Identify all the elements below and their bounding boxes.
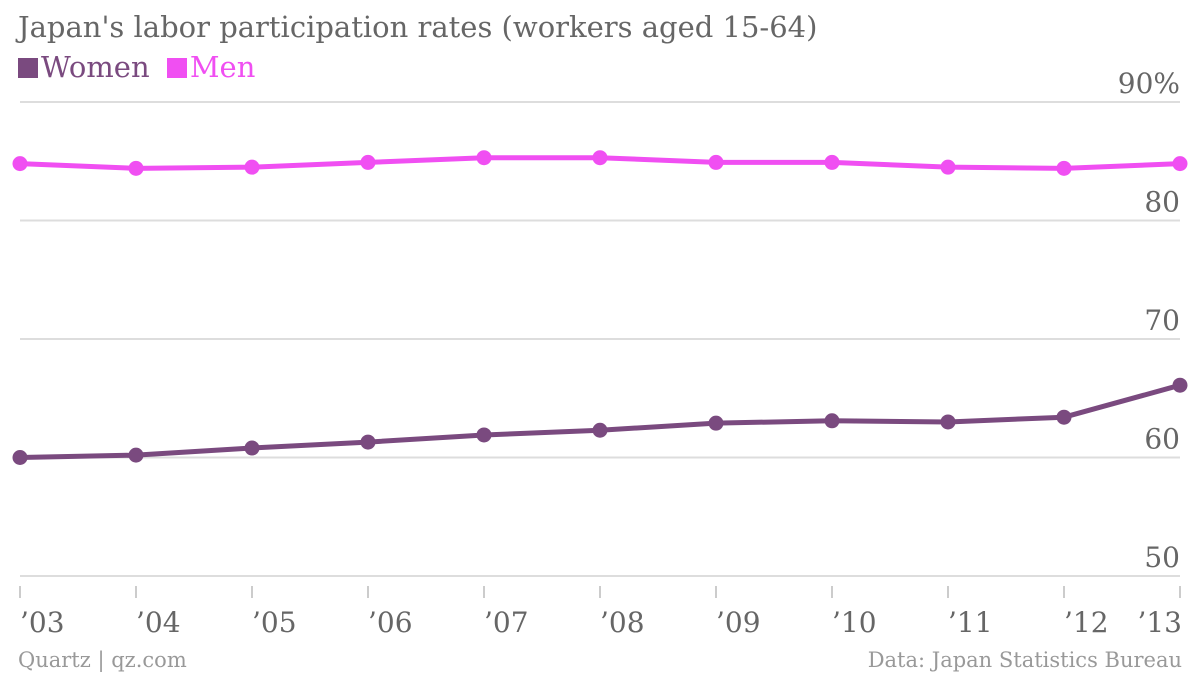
data-point-women-5 [592, 422, 608, 438]
data-point-women-9 [1056, 409, 1072, 425]
legend-label-men: Men [189, 50, 256, 84]
data-point-women-4 [476, 427, 492, 443]
data-point-men-5 [592, 150, 608, 166]
data-point-women-2 [244, 440, 260, 456]
data-point-men-6 [708, 154, 724, 170]
x-tick-label-4: ’07 [484, 606, 529, 639]
x-tick-label-6: ’09 [716, 606, 761, 639]
legend-item-men[interactable]: Men [166, 50, 256, 84]
data-point-women-3 [360, 434, 376, 450]
y-axis-ticks: 90% 80 70 60 50 [1118, 67, 1180, 574]
x-axis-ticks: ’03 ’04 ’05 ’06 ’07 ’08 ’09 ’10 ’11 ’12 ’13 [19, 586, 1182, 639]
y-tick-label-90: 90% [1118, 67, 1180, 100]
data-point-men-1 [128, 160, 144, 176]
data-point-women-6 [708, 415, 724, 431]
legend: Women Men [18, 50, 263, 84]
data-point-women-10 [1172, 377, 1188, 393]
y-tick-label-70: 70 [1144, 304, 1180, 337]
x-tick-label-2: ’05 [252, 606, 297, 639]
y-tick-label-50: 50 [1144, 541, 1180, 574]
data-point-men-4 [476, 150, 492, 166]
x-tick-label-9: ’12 [1064, 606, 1109, 639]
data-point-men-2 [244, 159, 260, 175]
y-tick-label-80: 80 [1144, 186, 1180, 219]
source-credit: Quartz | qz.com [18, 648, 187, 672]
x-tick-label-8: ’11 [948, 606, 993, 639]
x-tick-label-5: ’08 [600, 606, 645, 639]
data-point-men-8 [940, 159, 956, 175]
x-tick-label-1: ’04 [136, 606, 181, 639]
series-lines [12, 150, 1188, 465]
data-point-women-7 [824, 413, 840, 429]
gridlines [20, 101, 1180, 577]
x-tick-label-0: ’03 [20, 606, 65, 639]
data-point-men-7 [824, 154, 840, 170]
legend-item-women[interactable]: Women [18, 50, 150, 84]
data-point-men-3 [360, 154, 376, 170]
legend-label-women: Women [41, 50, 150, 84]
legend-swatch-women [18, 58, 38, 78]
data-point-women-1 [128, 447, 144, 463]
x-tick-label-3: ’06 [368, 606, 413, 639]
data-point-men-0 [12, 156, 28, 172]
chart-title: Japan's labor participation rates (worke… [18, 10, 818, 44]
x-tick-label-7: ’10 [832, 606, 877, 639]
x-tick-label-10: ’13 [1137, 606, 1182, 639]
y-tick-label-60: 60 [1144, 423, 1180, 456]
data-point-men-10 [1172, 156, 1188, 172]
data-source: Data: Japan Statistics Bureau [867, 648, 1182, 672]
legend-swatch-men [166, 58, 187, 78]
data-point-men-9 [1056, 160, 1072, 176]
data-point-women-0 [12, 450, 28, 465]
data-point-women-8 [940, 414, 956, 430]
series-line-women [17, 382, 1183, 460]
